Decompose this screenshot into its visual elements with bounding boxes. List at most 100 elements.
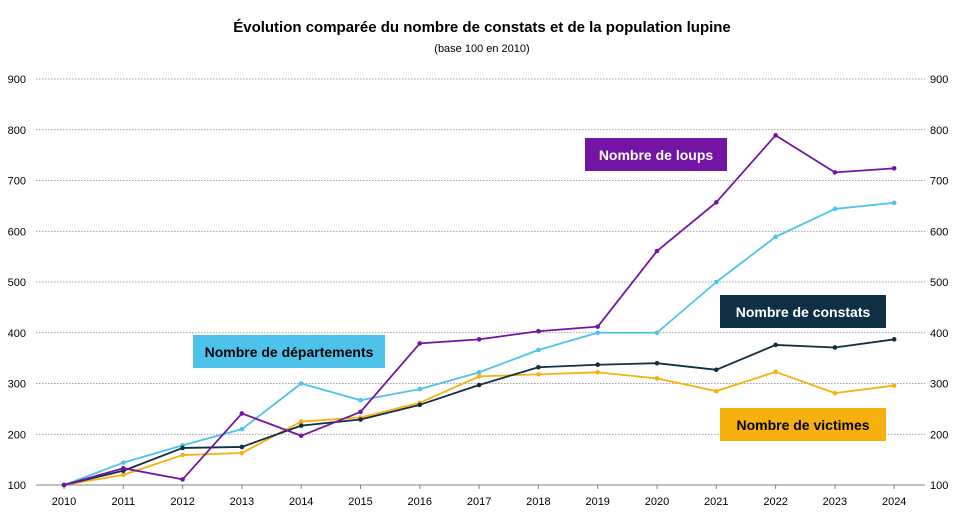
data-point-loups <box>536 328 541 334</box>
label-constats-box <box>720 295 886 328</box>
data-point-departements <box>298 381 304 386</box>
data-point-constats <box>298 423 304 428</box>
data-point-loups <box>714 200 719 205</box>
y-tick-label-right: 800 <box>930 125 948 137</box>
y-tick-label-right: 100 <box>930 480 948 492</box>
label-loups-box <box>585 138 727 171</box>
data-point-loups <box>595 324 600 329</box>
data-point-victimes <box>891 383 897 388</box>
y-tick-label-left: 100 <box>8 480 26 492</box>
data-point-loups <box>358 409 363 415</box>
x-tick-label: 2022 <box>763 496 787 508</box>
y-tick-label-left: 700 <box>8 176 26 188</box>
data-point-departements <box>654 330 660 336</box>
y-tick-label-left: 900 <box>8 74 26 86</box>
data-point-constats <box>891 337 897 342</box>
data-point-victimes <box>536 372 541 377</box>
data-point-departements <box>417 386 423 392</box>
data-point-victimes <box>773 369 778 375</box>
data-point-constats <box>239 444 245 450</box>
data-point-constats <box>832 345 838 350</box>
y-tick-label-left: 300 <box>8 379 26 391</box>
x-tick-label: 2024 <box>882 496 906 508</box>
data-point-victimes <box>832 390 838 396</box>
data-point-departements <box>832 206 838 212</box>
y-tick-label-right: 900 <box>930 74 948 86</box>
y-tick-label-right: 500 <box>930 277 948 289</box>
y-tick-label-left: 400 <box>8 328 26 340</box>
x-tick-label: 2014 <box>289 496 313 508</box>
data-point-victimes <box>714 388 719 394</box>
y-tick-label-right: 600 <box>930 226 948 238</box>
x-tick-label: 2015 <box>348 496 372 508</box>
x-tick-label: 2020 <box>645 496 669 508</box>
label-loups-text: Nombre de loups <box>599 147 714 163</box>
x-tick-label: 2012 <box>170 496 194 508</box>
data-point-departements <box>239 426 245 432</box>
series-labels: Nombre de départements Nombre de victime… <box>193 138 886 441</box>
y-tick-label-right: 700 <box>930 176 948 188</box>
data-point-constats <box>595 362 600 368</box>
data-point-constats <box>536 364 541 370</box>
x-tick-label: 2013 <box>230 496 254 508</box>
data-point-loups <box>832 170 838 175</box>
x-tick-label: 2016 <box>408 496 432 508</box>
data-point-constats <box>180 445 185 451</box>
data-point-victimes <box>180 452 185 458</box>
label-departements-box <box>193 335 385 368</box>
x-tick-label: 2011 <box>111 496 135 508</box>
data-point-constats <box>358 417 363 422</box>
x-axis-ticks: 2010 2011 2012 2013 2014 2015 2016 2017 2018 2019… <box>52 485 906 508</box>
data-point-loups <box>773 133 778 138</box>
y-axis-right-ticks: 100 200 300 400 500 600 700 800 900 <box>930 74 948 492</box>
data-point-victimes <box>121 472 126 478</box>
x-tick-label: 2019 <box>585 496 609 508</box>
x-tick-label: 2017 <box>467 496 491 508</box>
data-point-victimes <box>298 419 304 424</box>
data-point-departements <box>358 397 363 403</box>
data-point-loups <box>654 248 660 254</box>
series-departements <box>61 200 897 488</box>
data-point-loups <box>476 337 482 342</box>
data-point-constats <box>476 382 482 388</box>
data-point-departements <box>714 279 719 285</box>
label-victimes-text: Nombre de victimes <box>736 417 869 433</box>
y-tick-label-left: 600 <box>8 226 26 238</box>
data-point-loups <box>180 477 185 482</box>
data-point-loups <box>121 465 126 471</box>
y-tick-label-right: 300 <box>930 379 948 391</box>
series-line-departements <box>63 201 895 486</box>
y-tick-label-left: 800 <box>8 125 26 137</box>
data-point-victimes <box>239 450 245 456</box>
data-point-loups <box>891 166 897 171</box>
data-point-victimes <box>595 370 600 375</box>
data-point-constats <box>654 360 660 366</box>
data-point-departements <box>773 234 778 240</box>
y-axis-left-ticks: 100 200 300 400 500 600 700 800 900 <box>8 74 26 492</box>
data-point-constats <box>714 367 719 373</box>
data-point-constats <box>773 342 778 348</box>
y-tick-label-left: 500 <box>8 277 26 289</box>
y-tick-label-right: 200 <box>930 429 948 441</box>
label-constats: Nombre de constats <box>720 295 886 328</box>
label-departements-text: Nombre de départements <box>205 344 374 360</box>
series-victimes <box>61 369 897 488</box>
label-loups: Nombre de loups <box>585 138 727 171</box>
data-point-loups <box>417 341 423 346</box>
y-tick-label-right: 400 <box>930 328 948 340</box>
label-victimes: Nombre de victimes <box>720 408 886 441</box>
label-departements: Nombre de départements <box>193 335 385 368</box>
x-tick-label: 2021 <box>704 496 728 508</box>
data-point-loups <box>239 411 245 416</box>
data-point-loups <box>298 433 304 439</box>
series-loups <box>61 133 897 488</box>
data-point-constats <box>417 402 423 408</box>
chart-subtitle: (base 100 en 2010) <box>434 43 529 55</box>
data-point-departements <box>536 347 541 353</box>
x-tick-label: 2023 <box>823 496 847 508</box>
label-victimes-box <box>720 408 886 441</box>
x-tick-label: 2018 <box>526 496 550 508</box>
series-lines <box>61 133 897 488</box>
data-point-departements <box>595 330 600 336</box>
